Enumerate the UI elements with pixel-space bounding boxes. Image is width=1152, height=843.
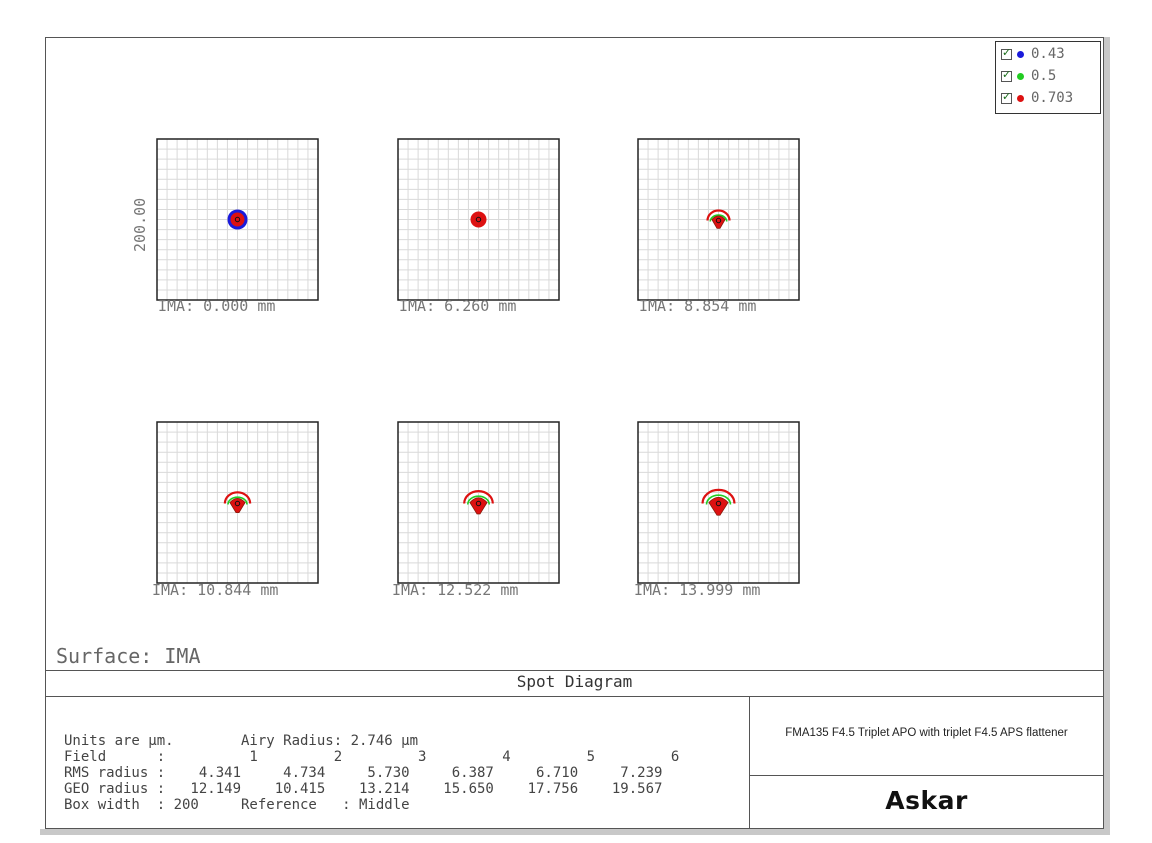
divider xyxy=(45,696,1104,697)
legend-label: 0.43 xyxy=(1031,46,1065,62)
field-label: IMA: 12.522 mm xyxy=(392,581,519,599)
checkbox-icon[interactable] xyxy=(1001,68,1012,82)
divider xyxy=(749,775,1104,776)
spot xyxy=(701,488,736,516)
frame-shadow xyxy=(40,829,1110,835)
field-label: IMA: 0.000 mm xyxy=(158,297,276,315)
field-label: IMA: 6.260 mm xyxy=(399,297,517,315)
spot xyxy=(223,491,252,514)
legend-label: 0.5 xyxy=(1031,68,1057,84)
spot xyxy=(706,209,731,229)
spot-box xyxy=(637,138,800,301)
surface-label: Surface: IMA xyxy=(56,644,201,668)
info-box-width: Box width : 200 Reference : Middle xyxy=(64,797,410,813)
spot-box xyxy=(397,421,560,584)
legend-item[interactable]: 0.43 xyxy=(1001,44,1065,64)
spot xyxy=(227,209,248,230)
legend-label: 0.703 xyxy=(1031,90,1074,106)
info-field: Field : 1 2 3 4 5 6 xyxy=(64,749,680,765)
spot-box xyxy=(156,421,319,584)
lens-title: FMA135 F4.5 Triplet APO with triplet F4.… xyxy=(785,727,1068,739)
field-label: IMA: 13.999 mm xyxy=(634,581,761,599)
spot-box xyxy=(156,138,319,301)
diagram-title: Spot Diagram xyxy=(516,672,633,691)
info-rms-radius: RMS radius : 4.341 4.734 5.730 6.387 6.7… xyxy=(64,765,663,781)
spot-box xyxy=(637,421,800,584)
field-label: IMA: 8.854 mm xyxy=(639,297,757,315)
spot xyxy=(470,211,487,228)
spot-box xyxy=(397,138,560,301)
legend-item[interactable]: 0.703 xyxy=(1001,88,1073,108)
spot xyxy=(463,490,494,515)
info-block: Units are µm. Airy Radius: 2.746 µm Fiel… xyxy=(64,733,679,813)
brand-logo: Askar xyxy=(885,786,968,815)
divider xyxy=(45,670,1104,671)
legend-item[interactable]: 0.5 xyxy=(1001,66,1056,86)
series-dot-icon xyxy=(1017,94,1024,102)
scale-label: 200.00 xyxy=(131,197,149,252)
frame-shadow xyxy=(1104,37,1110,835)
info-units: Units are µm. Airy Radius: 2.746 µm xyxy=(64,733,419,749)
info-geo-radius: GEO radius : 12.149 10.415 13.214 15.650… xyxy=(64,781,663,797)
divider xyxy=(749,696,750,829)
checkbox-icon[interactable] xyxy=(1001,90,1012,104)
legend: 0.43 0.5 0.703 xyxy=(995,41,1101,114)
series-dot-icon xyxy=(1017,72,1024,80)
series-dot-icon xyxy=(1017,50,1024,58)
field-label: IMA: 10.844 mm xyxy=(152,581,279,599)
checkbox-icon[interactable] xyxy=(1001,46,1012,60)
